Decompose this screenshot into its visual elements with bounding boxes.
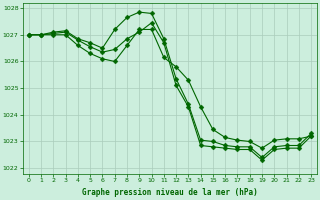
X-axis label: Graphe pression niveau de la mer (hPa): Graphe pression niveau de la mer (hPa) — [82, 188, 258, 197]
